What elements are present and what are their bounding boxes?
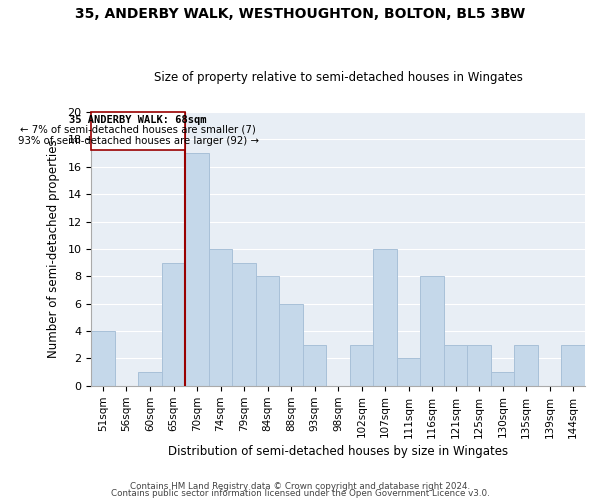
Text: 35, ANDERBY WALK, WESTHOUGHTON, BOLTON, BL5 3BW: 35, ANDERBY WALK, WESTHOUGHTON, BOLTON, … xyxy=(75,8,525,22)
Bar xyxy=(209,249,232,386)
Text: Contains public sector information licensed under the Open Government Licence v3: Contains public sector information licen… xyxy=(110,490,490,498)
Bar xyxy=(467,344,491,386)
Bar xyxy=(562,344,585,386)
Bar xyxy=(138,372,162,386)
Text: 35 ANDERBY WALK: 68sqm: 35 ANDERBY WALK: 68sqm xyxy=(70,114,207,124)
Bar xyxy=(185,153,209,386)
FancyBboxPatch shape xyxy=(91,112,185,150)
Bar xyxy=(444,344,467,386)
Bar xyxy=(256,276,280,386)
Bar xyxy=(373,249,397,386)
Bar xyxy=(421,276,444,386)
Bar xyxy=(514,344,538,386)
Bar xyxy=(280,304,303,386)
Bar xyxy=(397,358,421,386)
Text: ← 7% of semi-detached houses are smaller (7): ← 7% of semi-detached houses are smaller… xyxy=(20,125,256,135)
Text: 93% of semi-detached houses are larger (92) →: 93% of semi-detached houses are larger (… xyxy=(18,136,259,146)
Bar xyxy=(91,331,115,386)
Bar xyxy=(491,372,514,386)
Bar xyxy=(303,344,326,386)
Bar xyxy=(350,344,373,386)
Y-axis label: Number of semi-detached properties: Number of semi-detached properties xyxy=(47,140,61,358)
Bar xyxy=(232,262,256,386)
Title: Size of property relative to semi-detached houses in Wingates: Size of property relative to semi-detach… xyxy=(154,72,523,85)
Text: Contains HM Land Registry data © Crown copyright and database right 2024.: Contains HM Land Registry data © Crown c… xyxy=(130,482,470,491)
X-axis label: Distribution of semi-detached houses by size in Wingates: Distribution of semi-detached houses by … xyxy=(168,444,508,458)
Bar xyxy=(162,262,185,386)
